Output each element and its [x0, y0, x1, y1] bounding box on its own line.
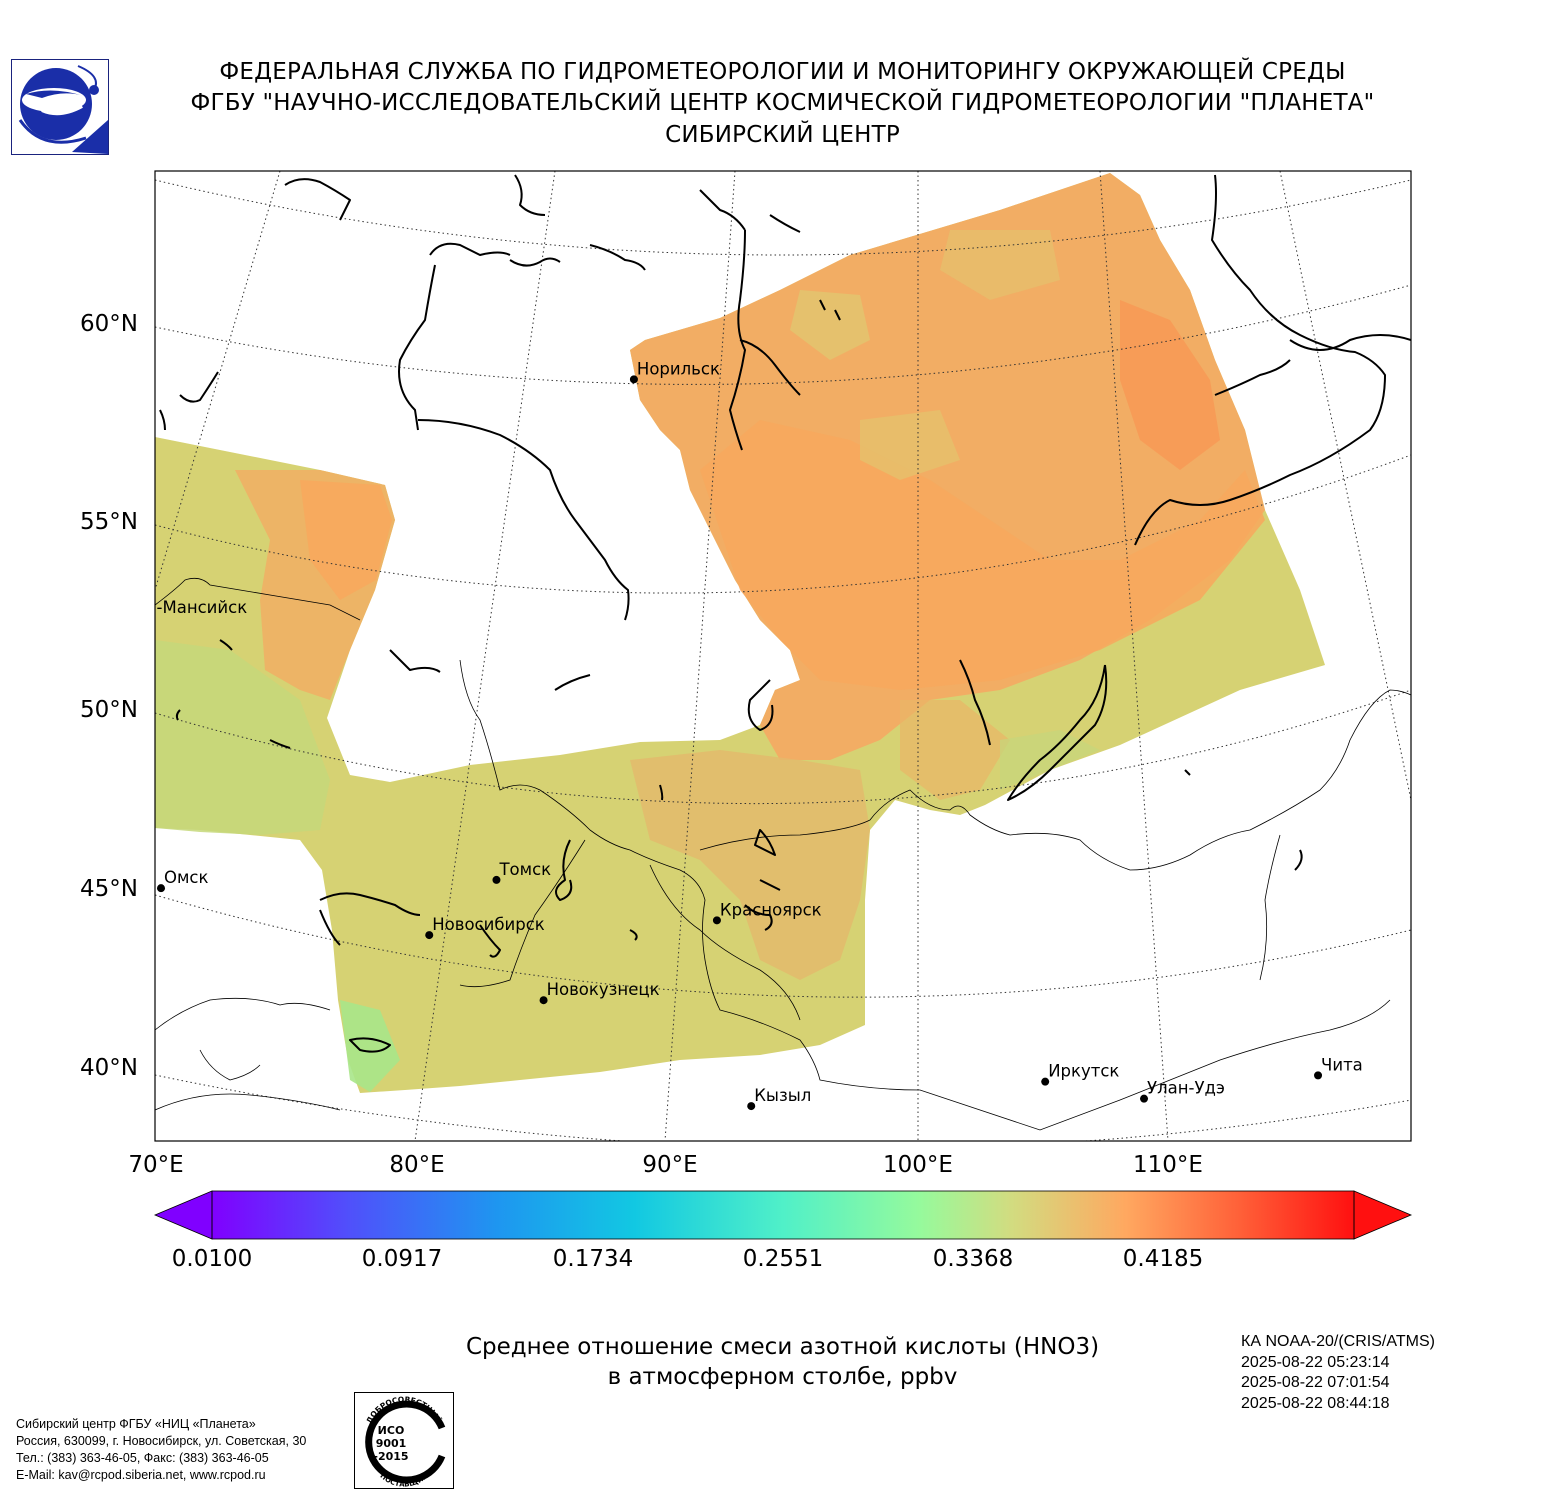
lat-label-55: 55°N — [80, 509, 138, 535]
lat-label-60: 60°N — [80, 311, 138, 337]
city-dot-10 — [1041, 1077, 1050, 1086]
lat-label-45: 45°N — [80, 876, 138, 902]
lon-label-80: 80°E — [389, 1152, 445, 1178]
colorbar — [153, 1190, 1413, 1240]
colorbar-max-extend — [1353, 1190, 1413, 1240]
lat-label-40: 40°N — [80, 1055, 138, 1081]
iso-text-2: 9001 — [376, 1437, 407, 1450]
city-label-6: Новосибирск — [432, 915, 545, 934]
lon-label-70: 70°E — [128, 1152, 184, 1178]
satellite-name: КА NOAA-20/(CRIS/ATMS) — [1241, 1333, 1435, 1350]
contact-line-1: Сибирский центр ФГБУ «НИЦ «Планета» — [16, 1417, 256, 1431]
colorbar-tick-1: 0.0917 — [361, 1246, 443, 1272]
borders — [155, 577, 1411, 1131]
iso-text-3: -2015 — [373, 1450, 408, 1463]
contact-line-2: Россия, 630099, г. Новосибирск, ул. Сове… — [16, 1434, 307, 1448]
city-dot-6 — [425, 931, 434, 940]
product-title-line-2: в атмосферном столбе, ppbv — [607, 1364, 958, 1390]
city-dot-5 — [492, 875, 501, 884]
city-dot-12 — [1314, 1071, 1323, 1080]
planeta-logo-icon — [11, 59, 109, 155]
city-label-8: Новокузнецк — [547, 980, 660, 999]
hno3-map: НорильскХанты-МансийскЕкатеринбургКурган… — [0, 170, 1413, 1240]
product-title: Среднее отношение смеси азотной кислоты … — [400, 1332, 1165, 1392]
satellite-time-3: 2025-08-22 08:44:18 — [1241, 1394, 1390, 1412]
product-title-line-1: Среднее отношение смеси азотной кислоты … — [465, 1334, 1100, 1360]
colorbar-tick-5: 0.4185 — [1122, 1246, 1204, 1272]
city-label-7: Красноярск — [720, 900, 822, 919]
satellite-info: КА NOAA-20/(CRIS/ATMS) 2025-08-22 05:23:… — [1241, 1332, 1435, 1414]
hno3-field — [155, 173, 1325, 1093]
coastlines-rivers — [159, 174, 1411, 1053]
city-dot-7 — [712, 916, 721, 925]
contact-info: Сибирский центр ФГБУ «НИЦ «Планета» Росс… — [16, 1416, 306, 1484]
colorbar-tick-0: 0.0100 — [171, 1246, 253, 1272]
lon-label-90: 90°E — [642, 1152, 698, 1178]
city-dot-4 — [157, 884, 166, 893]
contact-line-4: E-Mail: kav@rcpod.siberia.net, www.rcpod… — [16, 1468, 266, 1482]
city-label-3: Курган — [0, 796, 5, 815]
city-label-10: Иркутск — [1048, 1062, 1119, 1081]
city-label-4: Омск — [164, 868, 209, 887]
city-dot-0 — [629, 375, 638, 384]
header-line-1: ФЕДЕРАЛЬНАЯ СЛУЖБА ПО ГИДРОМЕТЕОРОЛОГИИ … — [219, 59, 1346, 85]
city-dot-8 — [539, 996, 548, 1005]
city-label-9: Кызыл — [754, 1086, 811, 1105]
colorbar-gradient — [212, 1191, 1354, 1239]
city-label-5: Томск — [498, 860, 551, 879]
lon-label-100: 100°E — [883, 1152, 953, 1178]
lon-label-110: 110°E — [1133, 1152, 1203, 1178]
colorbar-tick-3: 0.2551 — [742, 1246, 824, 1272]
satellite-time-1: 2025-08-22 05:23:14 — [1241, 1353, 1390, 1371]
satellite-time-2: 2025-08-22 07:01:54 — [1241, 1374, 1390, 1391]
city-label-1: Ханты-Мансийск — [102, 598, 248, 617]
map-area: НорильскХанты-МансийскЕкатеринбургКурган… — [0, 171, 1411, 1141]
colorbar-tick-2: 0.1734 — [552, 1246, 634, 1272]
lat-label-50: 50°N — [80, 697, 138, 723]
city-dot-1 — [95, 614, 103, 622]
city-dot-11 — [1140, 1094, 1149, 1103]
contact-line-3: Тел.: (383) 363-46-05, Факс: (383) 363-4… — [16, 1451, 269, 1465]
iso-badge-icon: ДОБРОСОВЕСТНЫЙ ИСО 9001 -2015 ПОСТАВЩИК — [354, 1392, 454, 1489]
iso-text-1: ИСО — [378, 1424, 405, 1437]
city-label-0: Норильск — [637, 359, 720, 378]
map-frame — [154, 170, 1412, 1142]
city-markers: НорильскХанты-МансийскЕкатеринбургКурган… — [0, 359, 1363, 1111]
header-line-3: СИБИРСКИЙ ЦЕНТР — [665, 122, 900, 148]
city-label-11: Улан-Удэ — [1147, 1079, 1225, 1098]
city-dot-9 — [747, 1102, 756, 1111]
colorbar-tick-4: 0.3368 — [932, 1246, 1014, 1272]
city-label-12: Чита — [1321, 1055, 1363, 1074]
header-line-2: ФГБУ "НАУЧНО-ИССЛЕДОВАТЕЛЬСКИЙ ЦЕНТР КОС… — [190, 90, 1375, 116]
colorbar-min-extend — [153, 1190, 213, 1240]
